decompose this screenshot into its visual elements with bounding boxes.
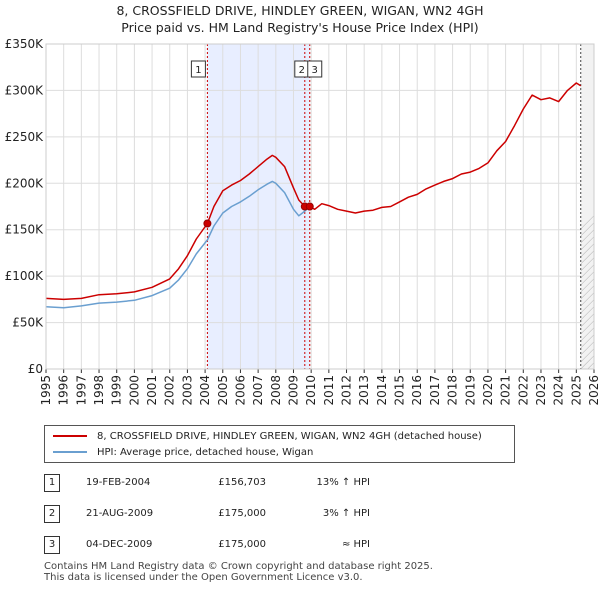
y-tick-label: £50K <box>12 316 44 330</box>
footer-licence: This data is licensed under the Open Gov… <box>44 572 363 583</box>
future-region <box>580 44 594 369</box>
x-tick-label: 1997 <box>74 375 88 406</box>
legend-label-hpi: HPI: Average price, detached house, Wiga… <box>97 446 314 458</box>
legend-item-hpi: HPI: Average price, detached house, Wiga… <box>53 444 313 460</box>
x-tick-label: 2014 <box>375 375 389 406</box>
y-tick-label: £100K <box>5 269 45 283</box>
marker-label: 2 <box>299 65 305 76</box>
transaction-date: 21-AUG-2009 <box>86 508 154 519</box>
transaction-date: 19-FEB-2004 <box>86 477 151 488</box>
marker-box <box>190 60 206 78</box>
legend-item-property: 8, CROSSFIELD DRIVE, HINDLEY GREEN, WIGA… <box>53 428 482 444</box>
x-tick-label: 2026 <box>587 375 600 406</box>
x-tick-label: 2000 <box>127 375 141 406</box>
transaction-hpi: 3% ↑ HPI <box>322 508 370 519</box>
x-tick-label: 2010 <box>304 375 318 406</box>
future-hatch-line <box>580 313 595 328</box>
transaction-number: 3 <box>44 536 60 554</box>
chart-title: 8, CROSSFIELD DRIVE, HINDLEY GREEN, WIGA… <box>116 3 484 18</box>
chart-subtitle: Price paid vs. HM Land Registry's House … <box>121 20 479 35</box>
x-tick-label: 2013 <box>357 375 371 406</box>
x-tick-label: 2011 <box>322 375 336 406</box>
x-tick-label: 1999 <box>110 375 124 406</box>
x-tick-label: 2022 <box>516 375 530 406</box>
y-tick-label: £300K <box>5 83 45 97</box>
x-tick-label: 2003 <box>180 375 194 406</box>
y-tick-label: £200K <box>5 176 45 190</box>
transaction-row-2: 2 21-AUG-2009 £175,000 3% ↑ HPI <box>44 503 394 525</box>
footer-copyright: Contains HM Land Registry data © Crown c… <box>44 561 433 572</box>
legend-swatch-hpi <box>53 451 87 453</box>
transaction-number: 1 <box>44 474 60 492</box>
x-tick-label: 1995 <box>39 375 53 406</box>
x-tick-label: 1996 <box>57 375 71 406</box>
x-tick-label: 2017 <box>428 375 442 406</box>
transaction-price: £175,000 <box>218 539 266 550</box>
legend: 8, CROSSFIELD DRIVE, HINDLEY GREEN, WIGA… <box>44 425 515 463</box>
x-tick-label: 2009 <box>286 375 300 406</box>
x-tick-label: 2019 <box>463 375 477 406</box>
marker-label: 3 <box>312 65 318 76</box>
x-tick-label: 2002 <box>163 375 177 406</box>
transaction-number: 2 <box>44 505 60 523</box>
x-tick-label: 2008 <box>269 375 283 406</box>
legend-swatch-property <box>53 435 87 437</box>
future-hatch-line <box>595 44 600 369</box>
x-tick-label: 2016 <box>410 375 424 406</box>
x-tick-label: 2006 <box>233 375 247 406</box>
transaction-date: 04-DEC-2009 <box>86 539 153 550</box>
marker-box <box>307 60 323 78</box>
marker-label: 1 <box>195 65 201 76</box>
future-hatch-line <box>580 229 595 244</box>
x-tick-label: 2023 <box>534 375 548 406</box>
legend-label-property: 8, CROSSFIELD DRIVE, HINDLEY GREEN, WIGA… <box>97 430 482 442</box>
x-tick-label: 2025 <box>569 375 583 406</box>
y-tick-label: £350K <box>5 37 45 51</box>
x-tick-label: 2024 <box>552 375 566 406</box>
x-tick-label: 2020 <box>481 375 495 406</box>
future-hatch-line <box>580 236 595 251</box>
x-tick-label: 2021 <box>499 375 513 406</box>
x-tick-label: 2004 <box>198 375 212 406</box>
transaction-row-3: 3 04-DEC-2009 £175,000 ≈ HPI <box>44 534 394 556</box>
x-tick-label: 2015 <box>393 375 407 406</box>
transaction-price: £175,000 <box>218 508 266 519</box>
transaction-hpi: ≈ HPI <box>341 539 370 550</box>
property-price-line <box>45 82 582 301</box>
y-tick-label: £150K <box>5 223 45 237</box>
x-tick-label: 2005 <box>216 375 230 406</box>
y-tick-label: £0 <box>28 362 43 376</box>
x-tick-label: 1998 <box>92 375 106 406</box>
x-tick-label: 2001 <box>145 375 159 406</box>
transaction-price: £156,703 <box>218 477 266 488</box>
hpi-line <box>45 180 311 309</box>
x-tick-label: 2007 <box>251 375 265 406</box>
transaction-row-1: 1 19-FEB-2004 £156,703 13% ↑ HPI <box>44 472 394 494</box>
sale-point <box>305 202 314 211</box>
plot-frame <box>45 43 595 370</box>
sale-point <box>203 219 212 228</box>
x-tick-label: 2012 <box>340 375 354 406</box>
x-tick-label: 2018 <box>446 375 460 406</box>
y-tick-label: £250K <box>5 130 45 144</box>
future-hatch-line <box>580 306 595 321</box>
transaction-hpi: 13% ↑ HPI <box>316 477 370 488</box>
